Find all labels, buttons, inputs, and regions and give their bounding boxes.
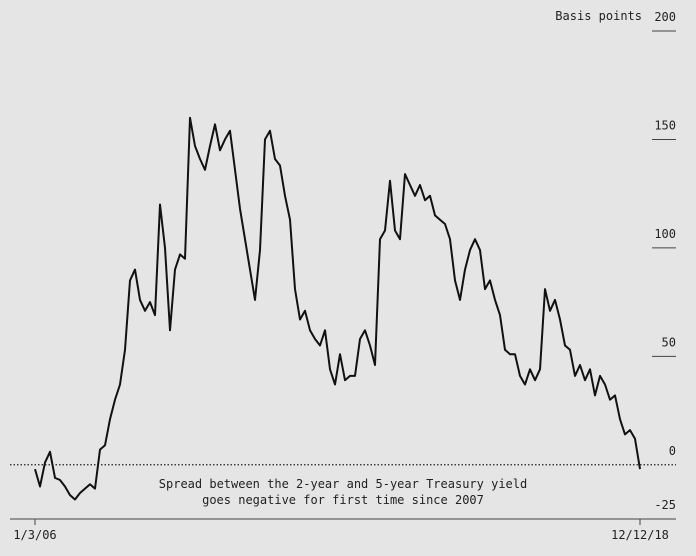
- y-tick-label: -25: [654, 498, 676, 512]
- y-tick-label: 200: [654, 10, 676, 24]
- annotation: Spread between the 2-year and 5-year Tre…: [159, 477, 527, 491]
- x-tick-label: 1/3/06: [13, 528, 56, 542]
- y-tick-label: 150: [654, 118, 676, 132]
- y-tick-label: 0: [669, 444, 676, 458]
- x-tick-label: 12/12/18: [611, 528, 669, 542]
- y-axis-label: Basis points: [555, 9, 642, 23]
- spread-line: [34, 116, 641, 501]
- annotation: goes negative for first time since 2007: [202, 493, 484, 507]
- y-tick-label: 100: [654, 227, 676, 241]
- y-tick-label: 50: [662, 335, 676, 349]
